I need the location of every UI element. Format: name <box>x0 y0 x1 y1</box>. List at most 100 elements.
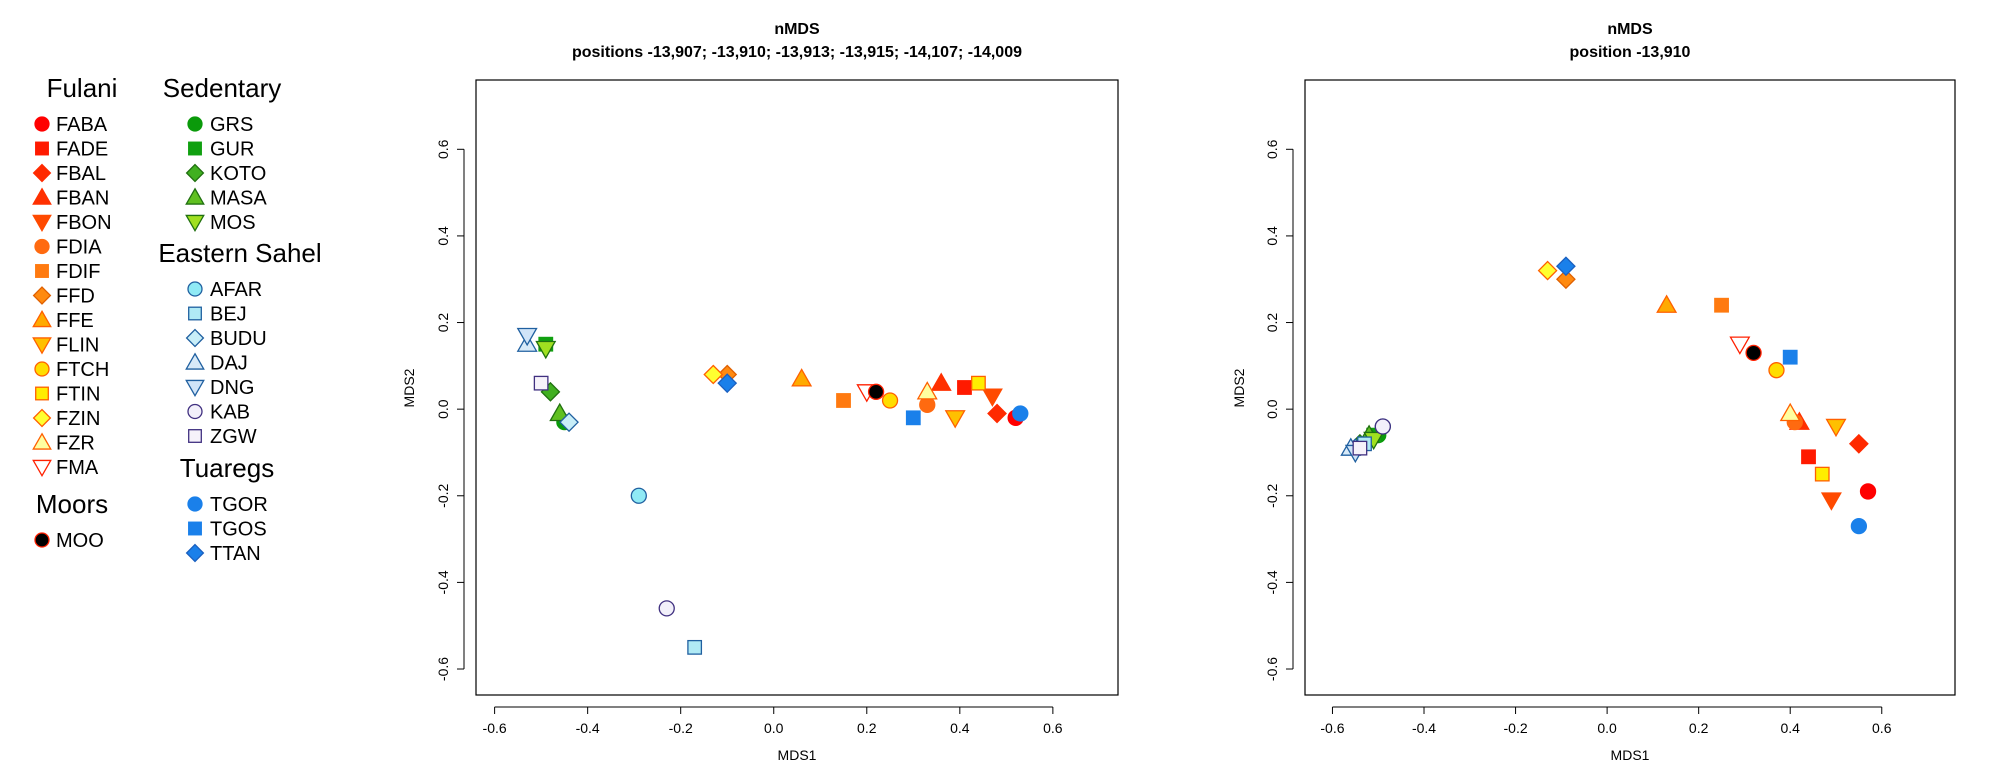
legend-entry: FBAN <box>56 188 109 210</box>
legend-entry: BEJ <box>210 304 247 326</box>
point-fdif <box>1714 297 1729 313</box>
legend-entry: FFE <box>56 310 94 332</box>
point-fbon <box>981 388 1003 407</box>
point-ttan <box>1555 256 1576 277</box>
legend-heading: Eastern Sahel <box>158 238 321 268</box>
legend-entry: FTIN <box>56 384 100 406</box>
point-tgor <box>1850 517 1868 535</box>
x-tick-label: -0.4 <box>576 720 600 736</box>
legend-marker <box>32 163 52 183</box>
y-tick-label: 0.6 <box>1264 139 1280 159</box>
y-tick-label: 0.0 <box>1264 399 1280 419</box>
legend-marker <box>32 432 52 450</box>
legend-marker <box>35 386 49 401</box>
point-ffe <box>791 368 813 387</box>
point-bej <box>687 639 703 655</box>
legend-entry: GUR <box>210 139 254 161</box>
legend-marker <box>34 532 50 548</box>
legend-marker <box>35 141 49 156</box>
legend-heading: Tuaregs <box>180 453 274 483</box>
point-ftin <box>1814 466 1830 482</box>
legend-marker <box>188 141 202 156</box>
point-kab <box>658 600 675 617</box>
point-faba <box>1859 483 1877 500</box>
legend-heading: Moors <box>36 489 108 519</box>
plot-frame <box>475 79 1119 696</box>
x-tick-label: -0.2 <box>1504 720 1528 736</box>
x-tick-label: 0.2 <box>1689 720 1709 736</box>
point-zgw <box>533 375 549 391</box>
y-tick-label: 0.6 <box>435 139 451 159</box>
point-kab <box>1374 418 1391 435</box>
legend-entry: ZGW <box>210 426 257 448</box>
x-tick-label: -0.4 <box>1412 720 1436 736</box>
legend-marker <box>185 328 205 348</box>
nmds-plot-right: nMDS position -13,910 MDS1 MDS2 -0.6 -0.4… <box>1231 21 1956 763</box>
point-fzin <box>703 364 724 385</box>
point-budu <box>559 412 579 433</box>
legend-marker <box>32 286 52 305</box>
point-dng <box>516 327 538 347</box>
legend-entry: AFAR <box>210 279 262 301</box>
legend-entry: FZR <box>56 433 95 455</box>
legend-entry: TGOS <box>210 519 267 541</box>
y-tick-label: -0.4 <box>1264 570 1280 594</box>
legend-entry: TGOR <box>210 494 268 516</box>
legend-entry: KOTO <box>210 163 266 185</box>
legend-marker <box>187 403 203 420</box>
legend-marker <box>32 459 52 478</box>
legend-entry: DNG <box>210 377 254 399</box>
legend-marker <box>35 264 49 278</box>
point-ftin <box>971 375 986 391</box>
x-tick-label: -0.6 <box>1320 720 1344 736</box>
legend-entry: FBON <box>56 212 112 234</box>
point-flin <box>1825 418 1847 438</box>
y-axis-label: MDS2 <box>401 368 417 407</box>
legend-marker <box>185 214 205 233</box>
y-tick-label: 0.2 <box>435 313 451 333</box>
plot-subtitle: positions -13,907; -13,910; -13,913; -13… <box>572 44 1022 61</box>
legend-heading: Sedentary <box>163 73 282 103</box>
legend-marker <box>32 214 52 233</box>
point-tgor <box>1012 405 1029 422</box>
y-axis-label: MDS2 <box>1231 368 1247 407</box>
legend-marker <box>34 238 50 255</box>
legend-entry: MOO <box>56 530 104 552</box>
point-tgos <box>905 410 921 426</box>
legend-marker <box>185 352 205 370</box>
x-tick-label: -0.6 <box>483 720 507 736</box>
y-tick-label: 0.2 <box>1264 313 1280 333</box>
legend-entry: KAB <box>210 402 250 424</box>
point-ttan <box>717 373 738 394</box>
point-masa <box>549 402 571 422</box>
legend-marker <box>185 187 205 205</box>
point-afar <box>630 487 647 504</box>
legend-entry: TTAN <box>210 543 261 565</box>
point-fzin <box>1537 260 1558 281</box>
point-ftch <box>881 392 899 409</box>
legend-marker <box>32 408 52 428</box>
legend-marker <box>187 496 203 512</box>
legend-marker <box>34 361 50 377</box>
point-flin <box>944 410 966 429</box>
point-fzr <box>1779 402 1801 422</box>
y-tick-label: -0.4 <box>435 570 451 594</box>
x-tick-label: -0.2 <box>669 720 693 736</box>
legend-entry: DAJ <box>210 353 248 375</box>
x-tick-label: 0.0 <box>1597 720 1617 736</box>
point-fbal <box>1848 433 1869 454</box>
point-fade <box>1801 449 1816 465</box>
legend-marker <box>188 429 202 443</box>
legend-marker <box>187 116 203 132</box>
x-axis-label: MDS1 <box>1611 747 1650 763</box>
legend-entry: FLIN <box>56 335 99 357</box>
y-tick-label: -0.6 <box>1264 657 1280 681</box>
x-tick-label: 0.2 <box>857 720 877 736</box>
y-tick-label: 0.4 <box>1264 226 1280 246</box>
point-ftch <box>1768 362 1785 379</box>
point-fma <box>1729 336 1751 355</box>
point-fdia <box>919 396 936 413</box>
point-fade <box>957 380 972 395</box>
y-tick-label: -0.2 <box>1264 483 1280 507</box>
legend-entry: FTCH <box>56 359 109 381</box>
